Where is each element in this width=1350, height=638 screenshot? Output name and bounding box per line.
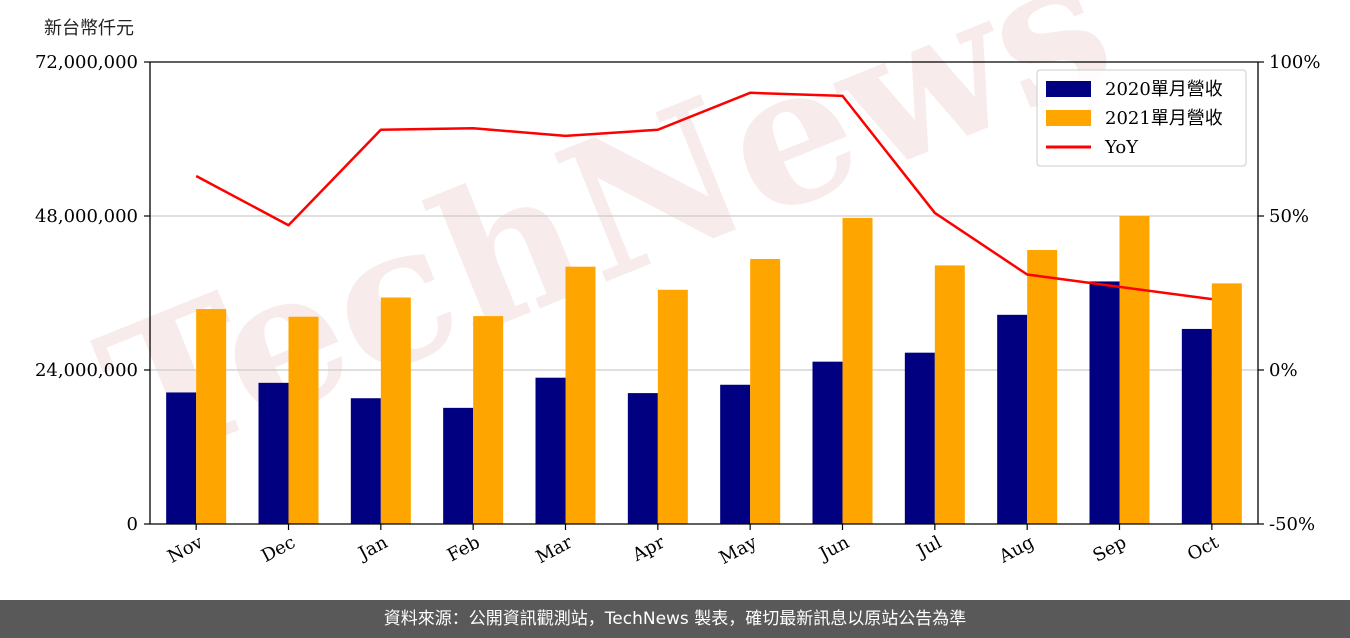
- x-tick-label-mar: Mar: [533, 532, 577, 568]
- right-tick-label: -50%: [1269, 514, 1315, 535]
- bar-2021-aug: [1027, 250, 1058, 524]
- left-tick-label: 72,000,000: [35, 52, 138, 73]
- bar-2021-jan: [380, 297, 411, 524]
- x-tick-label-oct: Oct: [1184, 532, 1223, 566]
- legend: 2020單月營收 2021單月營收 YoY: [1036, 69, 1247, 167]
- legend-entry-2021-swatch: [1046, 110, 1091, 126]
- right-tick-label: 50%: [1269, 206, 1309, 227]
- yoy-line-layer: [195, 91, 1212, 301]
- bar-2020-jan: [350, 398, 381, 524]
- bar-2021-jun: [842, 217, 873, 525]
- legend-entry-2020-label: 2020單月營收: [1105, 79, 1223, 100]
- x-tick-label-apr: Apr: [628, 532, 668, 567]
- bar-2020-dec: [258, 382, 289, 524]
- bar-2021-jul: [934, 265, 965, 524]
- bar-2021-dec: [288, 316, 319, 524]
- bar-2020-feb: [443, 407, 474, 524]
- bar-2021-mar: [565, 266, 596, 524]
- bar-2020-aug: [997, 314, 1028, 524]
- bar-2021-apr: [657, 289, 688, 524]
- bar-2021-oct: [1211, 283, 1242, 524]
- x-tick-label-aug: Aug: [995, 532, 1038, 568]
- left-tick-label: 48,000,000: [35, 206, 138, 227]
- x-tick-label-jun: Jun: [814, 532, 853, 566]
- bar-2020-may: [720, 384, 751, 524]
- x-tick-label-nov: Nov: [164, 531, 207, 567]
- bar-2021-feb: [473, 316, 504, 524]
- y-axis-unit-label: 新台幣仟元: [44, 18, 134, 39]
- x-tick-label-may: May: [716, 531, 761, 568]
- legend-entry-yoy-label: YoY: [1104, 137, 1139, 158]
- bars: [166, 216, 1242, 525]
- technews-watermark: TechNews: [73, 0, 1139, 512]
- bar-2021-sep: [1119, 216, 1150, 524]
- bar-2020-nov: [166, 392, 197, 524]
- bar-2021-may: [750, 258, 781, 524]
- x-tick-label-jan: Jan: [353, 532, 391, 566]
- right-tick-label: 100%: [1269, 52, 1320, 73]
- x-tick-label-dec: Dec: [258, 532, 299, 567]
- yoy-line: [195, 91, 1212, 301]
- bar-2020-jul: [904, 352, 935, 524]
- legend-entry-2020-swatch: [1046, 81, 1091, 97]
- bar-2020-mar: [535, 377, 566, 524]
- left-tick-label: 24,000,000: [35, 360, 138, 381]
- revenue-chart: TechNews 0 24,000,000 48,000,000 72,000,000…: [35, 0, 1321, 569]
- x-tick-label-feb: Feb: [444, 532, 484, 566]
- grid-lines: [150, 215, 1258, 371]
- left-tick-label: 0: [127, 514, 138, 535]
- bar-2020-sep: [1089, 281, 1120, 524]
- bar-2020-jun: [812, 361, 843, 524]
- bar-2020-oct: [1181, 328, 1212, 524]
- bar-2020-apr: [627, 393, 658, 524]
- source-footer: 資料來源：公開資訊觀測站，TechNews 製表，確切最新訊息以原站公告為準: [0, 600, 1350, 638]
- bar-2021-nov: [196, 309, 227, 524]
- x-tick-label-jul: Jul: [912, 532, 946, 563]
- legend-entry-2021-label: 2021單月營收: [1105, 108, 1223, 129]
- x-tick-label-sep: Sep: [1090, 532, 1130, 567]
- right-tick-label: 0%: [1269, 360, 1298, 381]
